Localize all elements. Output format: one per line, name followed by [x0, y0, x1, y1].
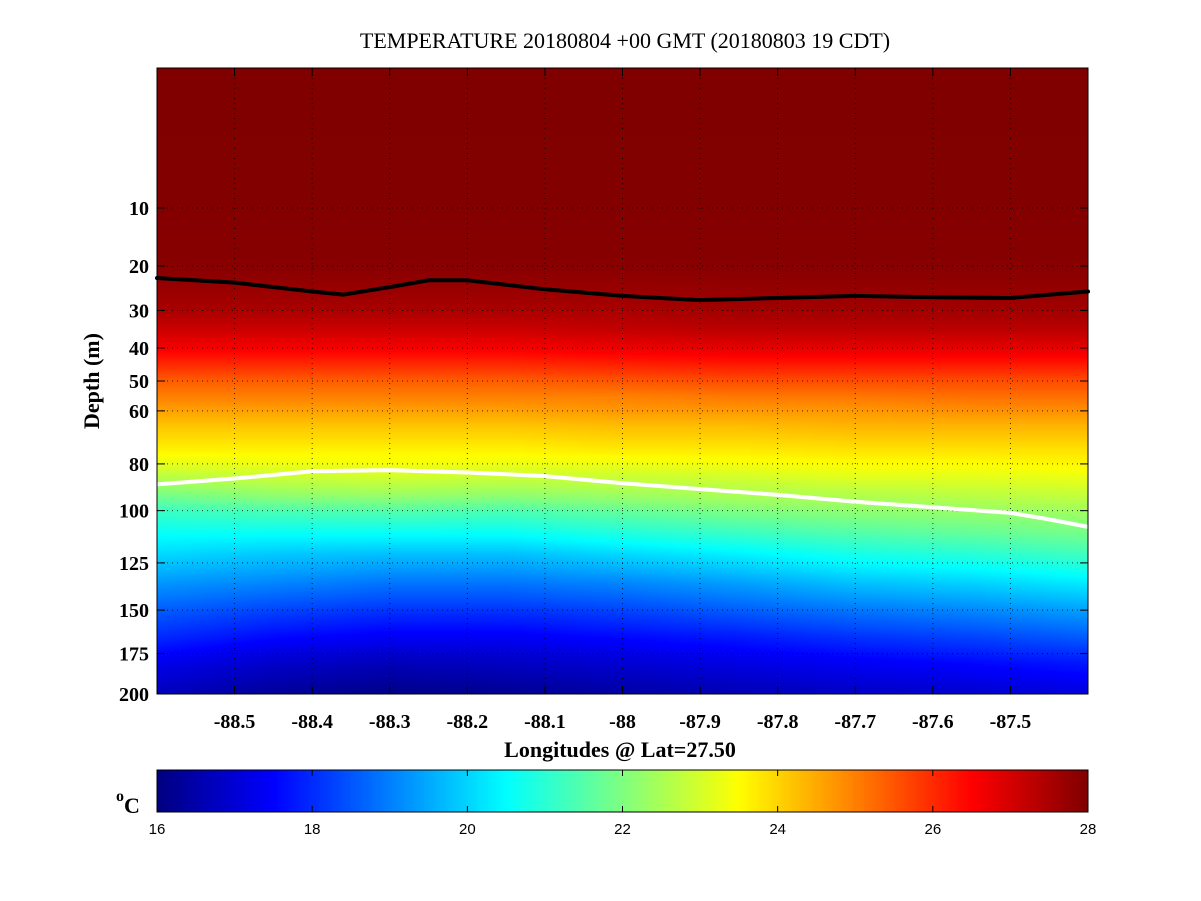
x-tick-label: -88.5: [214, 711, 256, 733]
y-tick-label: 50: [129, 371, 149, 393]
x-tick-label: -88.3: [369, 711, 411, 733]
colorbar: 16 18 20 22 24 26 28 oC: [116, 769, 1097, 838]
y-tick-label: 175: [119, 644, 149, 666]
colorbar-unit-label: oC: [116, 788, 140, 818]
colorbar-tick-label: 26: [924, 821, 941, 838]
colorbar-gradient: [157, 770, 1088, 812]
y-axis: 10 20 30 40 50 60 80 100 125 150 175 200: [119, 198, 1088, 706]
colorbar-unit-degree: o: [116, 788, 124, 805]
x-tick-label: -88.2: [446, 711, 488, 733]
y-tick-label: 40: [129, 338, 149, 360]
colorbar-tick-label: 16: [149, 821, 166, 838]
colorbar-tick-label: 28: [1080, 821, 1097, 838]
y-tick-label: 60: [129, 401, 149, 423]
y-tick-label: 150: [119, 600, 149, 622]
chart-title: TEMPERATURE 20180804 +00 GMT (20180803 1…: [360, 28, 890, 53]
y-tick-label: 80: [129, 454, 149, 476]
y-tick-label: 10: [129, 198, 149, 220]
colorbar-tick-label: 22: [614, 821, 631, 838]
x-axis-label: Longitudes @ Lat=27.50: [504, 737, 736, 762]
x-tick-label: -87.8: [757, 711, 799, 733]
y-tick-label: 200: [119, 684, 149, 706]
x-tick-label: -87.7: [834, 711, 876, 733]
colorbar-ticks: 16 18 20 22 24 26 28: [149, 770, 1097, 838]
colorbar-tick-label: 20: [459, 821, 476, 838]
y-axis-label: Depth (m): [79, 333, 104, 429]
x-tick-label: -87.5: [990, 711, 1032, 733]
colorbar-unit-symbol: C: [124, 793, 140, 818]
x-tick-label: -88.1: [524, 711, 566, 733]
colorbar-tick-label: 24: [769, 821, 786, 838]
plot-area: [155, 67, 1090, 695]
x-tick-label: -88.4: [291, 711, 333, 733]
y-tick-label: 30: [129, 300, 149, 322]
y-tick-label: 125: [119, 553, 149, 575]
colorbar-tick-label: 18: [304, 821, 321, 838]
x-axis: -88.5 -88.4 -88.3 -88.2 -88.1 -88 -87.9 -87.8 -8…: [214, 68, 1032, 733]
x-tick-label: -88: [609, 711, 636, 733]
x-tick-label: -87.6: [912, 711, 954, 733]
grid-lines: [157, 68, 1088, 695]
x-tick-label: -87.9: [679, 711, 721, 733]
isotherm-contour-upper: [155, 276, 1090, 303]
y-tick-label: 100: [119, 501, 149, 523]
y-tick-label: 20: [129, 256, 149, 278]
isotherm-contours: [155, 276, 1090, 529]
isotherm-contour-lower: [155, 468, 1090, 529]
